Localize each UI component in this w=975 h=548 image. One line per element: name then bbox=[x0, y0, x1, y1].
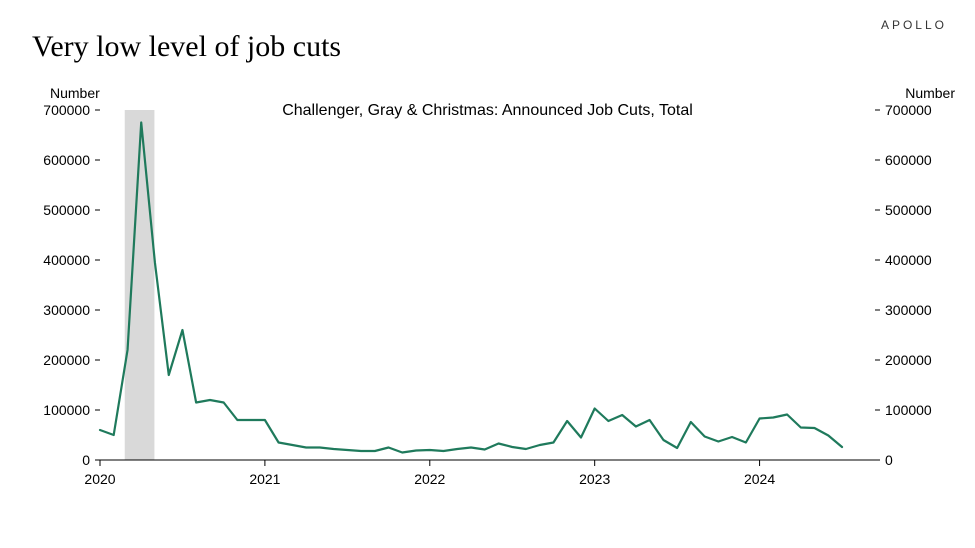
y-tick-label-left: 500000 bbox=[43, 202, 90, 218]
chart-subtitle: Challenger, Gray & Christmas: Announced … bbox=[282, 102, 693, 119]
x-tick-label: 2022 bbox=[414, 471, 445, 487]
y-tick-label-left: 0 bbox=[82, 452, 90, 468]
y-tick-label-right: 300000 bbox=[885, 302, 932, 318]
y-axis-label-left: Number bbox=[50, 85, 100, 101]
y-tick-label-left: 100000 bbox=[43, 402, 90, 418]
page: APOLLO Very low level of job cuts Number… bbox=[0, 0, 975, 548]
y-tick-label-left: 600000 bbox=[43, 152, 90, 168]
y-tick-label-right: 700000 bbox=[885, 102, 932, 118]
y-tick-label-left: 300000 bbox=[43, 302, 90, 318]
y-axis-label-right: Number bbox=[905, 85, 955, 101]
y-tick-label-right: 200000 bbox=[885, 352, 932, 368]
y-tick-label-left: 700000 bbox=[43, 102, 90, 118]
y-tick-label-right: 400000 bbox=[885, 252, 932, 268]
x-tick-label: 2020 bbox=[84, 471, 115, 487]
y-tick-label-right: 500000 bbox=[885, 202, 932, 218]
y-tick-label-right: 0 bbox=[885, 452, 893, 468]
x-tick-label: 2021 bbox=[249, 471, 280, 487]
y-tick-label-left: 200000 bbox=[43, 352, 90, 368]
series-line bbox=[100, 123, 842, 453]
y-tick-label-left: 400000 bbox=[43, 252, 90, 268]
line-chart: Number Number Challenger, Gray & Christmas… bbox=[0, 0, 975, 548]
y-tick-label-right: 100000 bbox=[885, 402, 932, 418]
x-tick-label: 2024 bbox=[744, 471, 775, 487]
y-tick-label-right: 600000 bbox=[885, 152, 932, 168]
x-tick-label: 2023 bbox=[579, 471, 610, 487]
